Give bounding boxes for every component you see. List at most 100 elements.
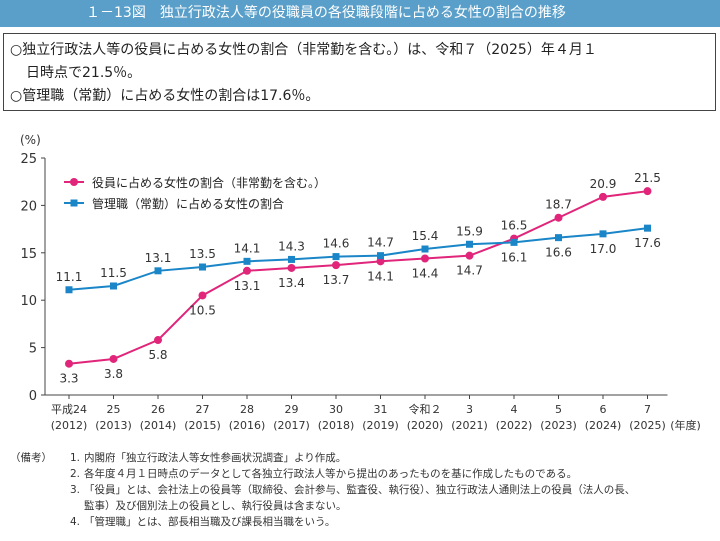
summary-line-3: ○管理職（常勤）に占める女性の割合は17.6％。: [10, 88, 320, 104]
x-tick-year-label: (2012): [51, 419, 88, 432]
notes-head: [10, 498, 58, 514]
x-tick-label: 4: [511, 403, 518, 416]
series-2-point: [644, 224, 651, 232]
x-tick-label: 3: [466, 403, 473, 416]
summary-line-2: 日時点で21.5％。: [26, 65, 142, 81]
note-text: 「役員」とは、会社法上の役員等（取締役、会計参与、監査役、執行役）、独立行政法人…: [84, 484, 636, 496]
note-row: （備考） 1. 内閣府「独立行政法人等女性参画状況調査」より作成。: [10, 450, 715, 466]
series-2-point: [65, 286, 73, 294]
series-1-point: [643, 187, 652, 196]
x-tick-year-label: (2022): [496, 419, 533, 432]
series-2-point: [288, 255, 295, 263]
series-1-point: [376, 257, 385, 266]
x-tick-year-label: (2020): [407, 419, 444, 432]
series-line-2: [68, 227, 648, 291]
note-number: 3.: [69, 484, 80, 496]
note-text: 各年度４月１日時点のデータとして各独立行政法人等から提出のあったものを基に作成し…: [84, 468, 578, 480]
x-tick-year-label: (2014): [140, 419, 177, 432]
series-1-data-label: 14.4: [412, 266, 439, 280]
note-row: 3. 「役員」とは、会社法上の役員等（取締役、会計参与、監査役、執行役）、独立行政…: [10, 482, 715, 498]
series-1-point: [154, 336, 162, 345]
legend-label-1: 役員に占める女性の割合（非常勤を含む。）: [92, 175, 326, 190]
y-tick-label: 10: [20, 294, 37, 309]
series-2-point: [377, 252, 384, 260]
x-tick-year-label: (2016): [229, 419, 266, 432]
x-tick-year-label: (2013): [95, 419, 132, 432]
x-tick-label: 26: [151, 403, 165, 416]
series-2-data-label: 17.6: [634, 236, 661, 250]
series-1-data-label: 18.7: [545, 198, 572, 212]
legend-marker-2: [70, 199, 78, 207]
series-1-data-label: 20.9: [590, 177, 617, 191]
x-tick-label: 25: [107, 403, 121, 416]
x-axis-label: (年度): [670, 418, 701, 432]
series-1-point: [421, 254, 429, 263]
series-1-point: [109, 354, 118, 363]
series-2-data-label: 17.0: [590, 242, 617, 256]
note-text: 監事）及び個別法上の役員とし、執行役員は含まない。: [84, 500, 347, 512]
y-tick-label: 20: [20, 199, 37, 214]
series-2-point: [510, 238, 518, 246]
series-2-data-label: 11.1: [56, 270, 83, 284]
legend-label-2: 管理職（常勤）に占める女性の割合: [92, 196, 284, 211]
legend-marker-1: [70, 178, 78, 186]
x-tick-year-label: (2025): [629, 419, 666, 432]
series-2-point: [421, 245, 429, 253]
figure-title: １－13図 独立行政法人等の役職員の各役職段階に占める女性の割合の推移: [0, 0, 720, 27]
series-2-point: [154, 267, 162, 275]
notes-head: [10, 466, 58, 482]
note-number: 1.: [69, 452, 80, 464]
series-1-point: [243, 266, 251, 275]
x-tick-year-label: (2018): [318, 419, 355, 432]
notes-head: [10, 514, 58, 530]
note-row: 4. 「管理職」とは、部長相当職及び課長相当職をいう。: [10, 514, 715, 530]
x-tick-year-label: (2017): [273, 419, 310, 432]
series-1-data-label: 14.1: [367, 269, 394, 283]
notes-head: （備考）: [10, 452, 52, 464]
x-tick-label: 6: [600, 403, 607, 416]
note-number: 2.: [69, 468, 80, 480]
summary-line-1: ○独立行政法人等の役員に占める女性の割合（非常勤を含む。）は、令和７（2025）…: [10, 42, 597, 58]
series-2-data-label: 11.5: [100, 266, 127, 280]
series-2-point: [199, 263, 206, 271]
y-tick-label: 25: [20, 152, 37, 167]
series-1-point: [287, 263, 296, 272]
series-2-data-label: 14.3: [278, 239, 305, 253]
series-2-data-label: 16.1: [501, 250, 528, 264]
series-1-data-label: 13.4: [278, 276, 305, 290]
x-tick-label: 29: [285, 403, 299, 416]
series-1-point: [554, 213, 563, 222]
series-1-point: [599, 192, 607, 201]
note-row: 監事）及び個別法上の役員とし、執行役員は含まない。: [10, 498, 715, 514]
x-tick-label: 31: [374, 403, 388, 416]
x-tick-label: 平成24: [51, 403, 87, 416]
x-tick-year-label: (2015): [184, 419, 221, 432]
series-1-data-label: 13.7: [323, 273, 350, 287]
x-tick-year-label: (2021): [451, 419, 488, 432]
series-2-data-label: 13.1: [145, 251, 172, 265]
notes: （備考） 1. 内閣府「独立行政法人等女性参画状況調査」より作成。 2. 各年度４月１日…: [10, 450, 715, 530]
y-unit-label: (%): [20, 133, 41, 147]
series-2-data-label: 14.6: [323, 237, 350, 251]
note-number: [58, 498, 84, 514]
series-2-data-label: 15.9: [456, 224, 483, 238]
series-2-point: [466, 240, 473, 248]
notes-head: [10, 482, 58, 498]
note-row: 2. 各年度４月１日時点のデータとして各独立行政法人等から提出のあったものを基に作…: [10, 466, 715, 482]
y-tick-label: 5: [29, 342, 37, 357]
series-2-data-label: 14.1: [234, 241, 261, 255]
series-2-point: [110, 282, 117, 290]
series-1-point: [65, 359, 73, 368]
series-1-data-label: 13.1: [234, 279, 261, 293]
x-tick-label: 30: [329, 403, 343, 416]
line-chart: (%) 0 5 10 15 20 25 平成24 (2012) 25 (2013) 26 (2014) 2…: [20, 133, 701, 432]
note-text: 「管理職」とは、部長相当職及び課長相当職をいう。: [84, 516, 336, 528]
x-tick-year-label: (2019): [362, 419, 399, 432]
series-2-data-label: 14.7: [367, 236, 394, 250]
series-2-point: [555, 234, 562, 242]
series-1-data-label: 14.7: [456, 264, 483, 278]
series-1-data-label: 3.3: [59, 372, 78, 386]
summary-box: ○独立行政法人等の役員に占める女性の割合（非常勤を含む。）は、令和７（2025）…: [3, 33, 716, 111]
series-2-data-label: 16.6: [545, 246, 572, 260]
x-tick-label: 令和２: [409, 402, 442, 416]
